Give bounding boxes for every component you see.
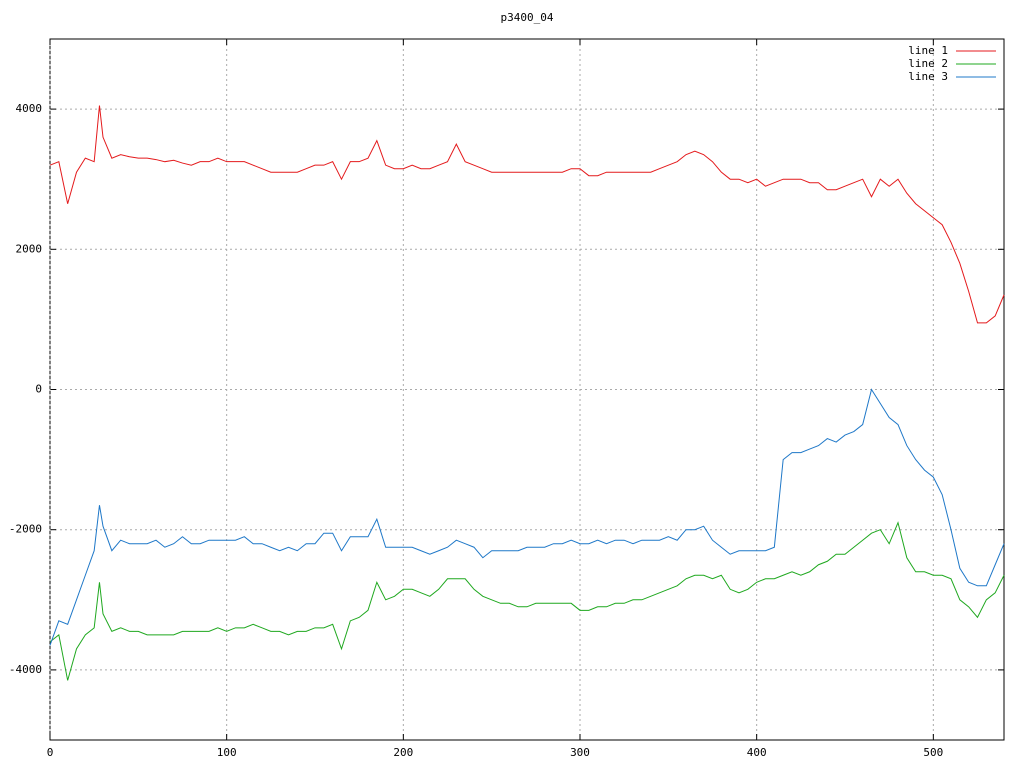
- legend-label: line 3: [908, 70, 948, 83]
- data-line: [49, 105, 1005, 324]
- data-line: [49, 521, 1005, 681]
- y-tick-label: 0: [35, 383, 42, 396]
- x-tick-label: 100: [217, 746, 237, 759]
- y-tick-label: -4000: [9, 663, 42, 676]
- x-tick-label: 200: [393, 746, 413, 759]
- chart-title: p3400_04: [501, 11, 554, 24]
- y-tick-label: 4000: [16, 102, 43, 115]
- legend-label: line 2: [908, 57, 948, 70]
- legend-label: line 1: [908, 44, 948, 57]
- x-tick-label: 400: [747, 746, 767, 759]
- y-tick-label: -2000: [9, 523, 42, 536]
- x-tick-label: 500: [923, 746, 943, 759]
- y-tick-label: 2000: [16, 242, 43, 255]
- data-line: [49, 388, 1005, 646]
- x-tick-label: 300: [570, 746, 590, 759]
- x-tick-label: 0: [47, 746, 54, 759]
